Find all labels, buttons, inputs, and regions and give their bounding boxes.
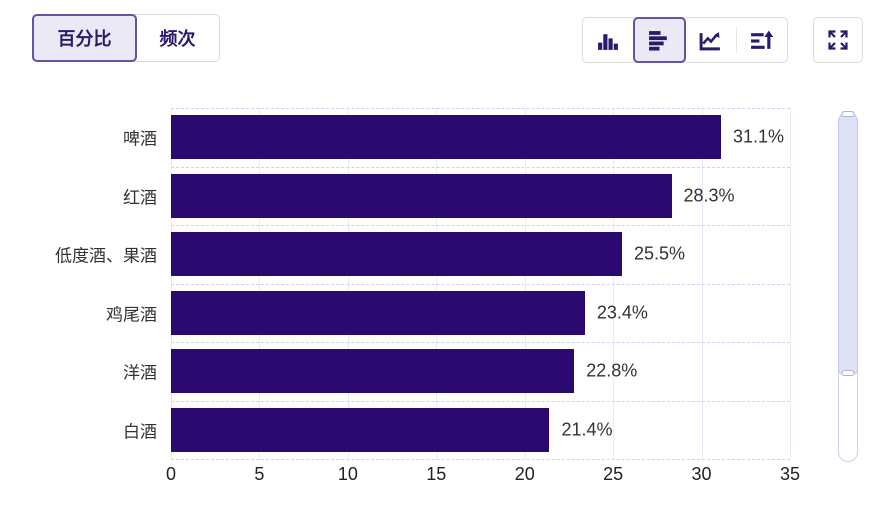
line-chart-icon xyxy=(699,31,720,50)
bar[interactable] xyxy=(171,232,622,277)
category-label: 啤酒 xyxy=(123,129,157,149)
grid-line-horizontal xyxy=(171,342,790,343)
sort-order-button[interactable] xyxy=(736,18,787,62)
grid-line-horizontal xyxy=(171,108,790,109)
vertical-bar-chart-button[interactable] xyxy=(583,18,634,62)
category-label: 鸡尾酒 xyxy=(106,305,157,325)
x-axis-tick-label: 35 xyxy=(779,464,801,484)
vertical-bar-chart-icon xyxy=(598,33,618,50)
toggle-frequency-button[interactable]: 频次 xyxy=(159,29,196,49)
grid-line-horizontal xyxy=(171,166,790,168)
fullscreen-button[interactable] xyxy=(813,17,863,63)
grid-line-horizontal xyxy=(171,225,790,226)
x-axis-tick-label: 0 xyxy=(165,464,177,484)
data-zoom-slider-thumb[interactable] xyxy=(838,111,858,376)
grid-line-vertical xyxy=(790,108,791,459)
x-axis-tick-label: 5 xyxy=(254,464,265,484)
value-label: 22.8% xyxy=(586,360,638,381)
x-axis-tick-label: 20 xyxy=(514,464,535,484)
value-label: 25.5% xyxy=(633,243,686,264)
value-label: 21.4% xyxy=(561,419,613,440)
category-label: 洋酒 xyxy=(123,363,157,383)
value-label: 28.3% xyxy=(683,185,735,206)
toggle-percentage-button[interactable]: 百分比 xyxy=(32,14,137,62)
data-zoom-handle-bottom[interactable] xyxy=(841,370,855,376)
grid-line-horizontal xyxy=(171,283,790,285)
value-label: 31.1% xyxy=(733,126,785,147)
x-axis-tick-label: 25 xyxy=(603,464,624,484)
x-axis-tick-label: 15 xyxy=(426,464,447,484)
data-zoom-slider-track[interactable] xyxy=(838,111,858,462)
bar[interactable] xyxy=(171,349,575,394)
bar[interactable] xyxy=(171,407,550,452)
category-label: 红酒 xyxy=(123,188,157,208)
fullscreen-icon xyxy=(828,30,848,50)
grid-line-horizontal xyxy=(171,400,790,402)
sort-order-icon xyxy=(751,30,773,49)
x-axis-tick-label: 10 xyxy=(337,464,358,484)
bar[interactable] xyxy=(171,173,672,218)
x-axis-tick-label: 30 xyxy=(691,464,712,484)
data-zoom-handle-top[interactable] xyxy=(841,111,855,117)
category-label: 白酒 xyxy=(123,422,157,442)
category-label: 低度酒、果酒 xyxy=(55,246,157,266)
grid-line-horizontal xyxy=(171,459,790,460)
chart-type-toolbar xyxy=(582,17,788,63)
value-label: 23.4% xyxy=(596,302,648,323)
bar[interactable] xyxy=(171,115,722,160)
line-chart-button[interactable] xyxy=(685,18,736,62)
view-mode-toggle: 百分比 频次 xyxy=(32,14,220,62)
horizontal-bar-chart-button[interactable] xyxy=(633,17,686,63)
bar[interactable] xyxy=(171,290,585,335)
horizontal-bar-chart-icon xyxy=(649,30,667,51)
